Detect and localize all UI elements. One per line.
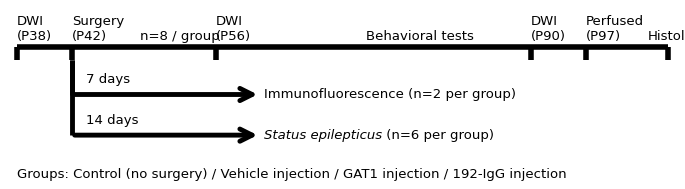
Text: 14 days: 14 days [86,114,138,127]
Text: Perfused
(P97): Perfused (P97) [586,15,644,43]
Text: Groups: Control (no surgery) / Vehicle injection / GAT1 injection / 192-IgG inje: Groups: Control (no surgery) / Vehicle i… [17,168,566,181]
Text: Immunofluorescence (n=2 per group): Immunofluorescence (n=2 per group) [264,88,516,101]
Text: DWI
(P38): DWI (P38) [17,15,52,43]
Text: 7 days: 7 days [86,73,129,86]
Text: DWI
(P56): DWI (P56) [216,15,251,43]
Text: DWI
(P90): DWI (P90) [531,15,566,43]
Text: Histology: Histology [647,30,685,43]
Text: n=8 / group: n=8 / group [140,30,220,43]
Text: Behavioral tests: Behavioral tests [366,30,474,43]
Text: (n=6 per group): (n=6 per group) [382,129,494,142]
Text: Status epilepticus: Status epilepticus [264,129,382,142]
Text: Surgery
(P42): Surgery (P42) [72,15,124,43]
